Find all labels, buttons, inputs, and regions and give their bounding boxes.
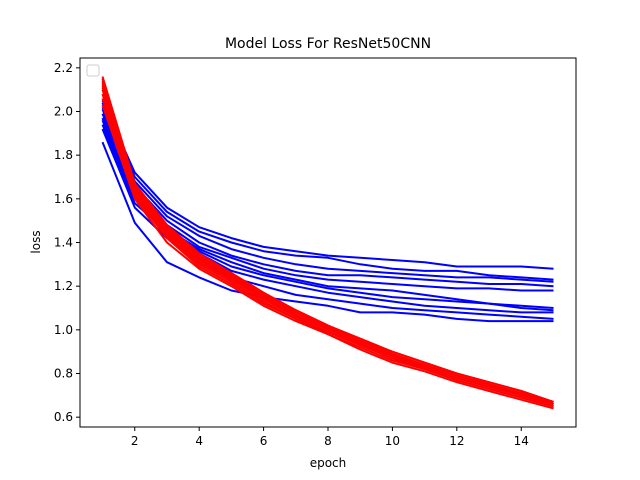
series-line-1 [101, 141, 554, 323]
x-tick-label: 12 [449, 434, 464, 448]
y-tick-label: 1.4 [54, 236, 73, 250]
y-axis: 0.6 0.8 1.0 1.2 1.4 1.6 1.8 2.0 2.2 [54, 61, 80, 424]
x-axis: 2 4 6 8 10 12 14 [131, 427, 529, 448]
x-tick-label: 4 [195, 434, 203, 448]
x-tick-label: 10 [385, 434, 400, 448]
y-tick-label: 2.2 [54, 61, 73, 75]
y-tick-label: 1.6 [54, 192, 73, 206]
y-tick-label: 0.6 [54, 410, 73, 424]
x-tick-label: 14 [514, 434, 529, 448]
y-tick-label: 1.0 [54, 323, 73, 337]
plot-area [101, 76, 554, 410]
series-line-8 [101, 106, 554, 283]
y-tick-label: 0.8 [54, 367, 73, 381]
series-line-20 [101, 76, 554, 403]
y-axis-label: loss [29, 230, 43, 253]
y-tick-label: 2.0 [54, 104, 73, 118]
series-line-10 [101, 100, 554, 270]
x-tick-label: 6 [260, 434, 268, 448]
y-tick-label: 1.2 [54, 279, 73, 293]
x-tick-label: 2 [131, 434, 139, 448]
series-line-9 [101, 102, 554, 281]
y-tick-label: 1.8 [54, 148, 73, 162]
x-tick-label: 8 [324, 434, 332, 448]
series-line-6 [101, 113, 554, 292]
chart-title: Model Loss For ResNet50CNN [225, 36, 431, 52]
legend-box [86, 64, 100, 77]
series-group [101, 76, 554, 410]
series-line-7 [101, 108, 554, 288]
x-axis-label: epoch [310, 456, 347, 470]
